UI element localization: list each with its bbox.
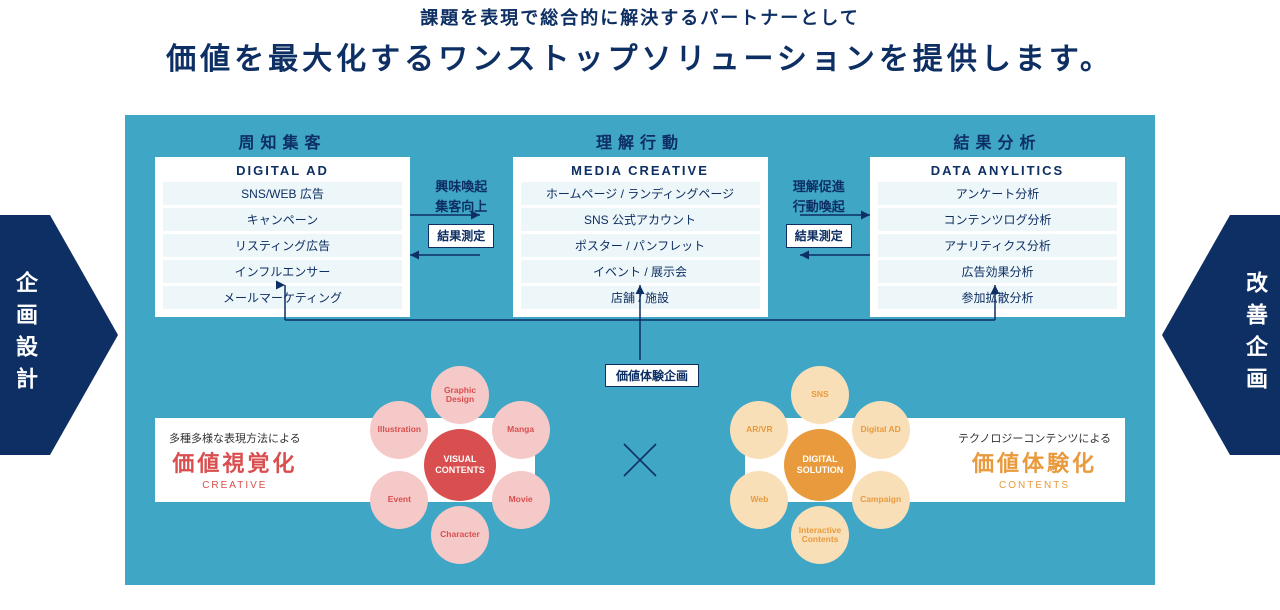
list-item: 店舗 / 施設 bbox=[521, 286, 760, 309]
list-item: 参加拡散分析 bbox=[878, 286, 1117, 309]
list-item: ポスター / パンフレット bbox=[521, 234, 760, 257]
visual-contents-cluster: VISUAL CONTENTS Graphic DesignManga Movie… bbox=[355, 360, 565, 570]
col-heading: 理解行動 bbox=[513, 129, 768, 153]
cluster-petal: Interactive Contents bbox=[791, 506, 849, 564]
band-large: 価値視覚化 bbox=[169, 446, 301, 478]
list-item: アナリティクス分析 bbox=[878, 234, 1117, 257]
col-heading: 結果分析 bbox=[870, 129, 1125, 153]
left-tab: 企画設計 bbox=[0, 215, 50, 455]
result-tag: 結果測定 bbox=[428, 224, 494, 248]
columns-row: 周知集客 DIGITAL AD SNS/WEB 広告キャンペーンリスティング広告… bbox=[155, 129, 1125, 317]
between-2: 理解促進 行動喚起 結果測定 bbox=[784, 129, 854, 248]
header: 課題を表現で総合的に解決するパートナーとして 価値を最大化するワンストップソリュ… bbox=[0, 0, 1280, 78]
col-understanding: 理解行動 MEDIA CREATIVE ホームページ / ランディングページ SN… bbox=[513, 129, 768, 317]
list-item: アンケート分析 bbox=[878, 182, 1117, 205]
list-item: SNS/WEB 広告 bbox=[163, 182, 402, 205]
diagram-stage: 周知集客 DIGITAL AD SNS/WEB 広告キャンペーンリスティング広告… bbox=[0, 115, 1280, 585]
subtitle: 課題を表現で総合的に解決するパートナーとして bbox=[0, 4, 1280, 30]
result-tag: 結果測定 bbox=[786, 224, 852, 248]
card-data-analytics: DATA ANYLITICS アンケート分析コンテンツログ分析アナリティクス分析… bbox=[870, 157, 1125, 317]
cluster-petal: Event bbox=[370, 471, 428, 529]
cluster-petal: Campaign bbox=[852, 471, 910, 529]
lower-section: 価値体験企画 多種多様な表現方法による 価値視覚化 CREATIVE テクノロジ… bbox=[155, 360, 1125, 570]
cluster-petal: Manga bbox=[492, 401, 550, 459]
cluster-petal: Digital AD bbox=[852, 401, 910, 459]
card-digital-ad: DIGITAL AD SNS/WEB 広告キャンペーンリスティング広告インフルエ… bbox=[155, 157, 410, 317]
right-arrow-icon bbox=[1162, 215, 1230, 455]
cluster-center: VISUAL CONTENTS bbox=[424, 429, 496, 501]
cluster-petal: Graphic Design bbox=[431, 366, 489, 424]
card-media-creative: MEDIA CREATIVE ホームページ / ランディングページ SNS 公式ア… bbox=[513, 157, 768, 317]
band-small: 多種多様な表現方法による bbox=[169, 430, 301, 446]
cluster-petal: Movie bbox=[492, 471, 550, 529]
left-arrow-icon bbox=[50, 215, 118, 455]
band-en: CONTENTS bbox=[958, 480, 1111, 491]
right-tab: 改善企画 bbox=[1230, 215, 1280, 455]
between-line: 理解促進 bbox=[784, 177, 854, 197]
between-1: 興味喚起 集客向上 結果測定 bbox=[426, 129, 496, 248]
value-experience-tag: 価値体験企画 bbox=[605, 364, 699, 387]
list-item: インフルエンサー bbox=[163, 260, 402, 283]
cluster-center: DIGITAL SOLUTION bbox=[784, 429, 856, 501]
band-small: テクノロジーコンテンツによる bbox=[958, 430, 1111, 446]
card-title: MEDIA CREATIVE bbox=[521, 163, 760, 178]
cluster-petal: Illustration bbox=[370, 401, 428, 459]
between-line: 興味喚起 bbox=[426, 177, 496, 197]
between-line: 行動喚起 bbox=[784, 197, 854, 217]
cross-icon bbox=[620, 420, 660, 500]
card-title: DIGITAL AD bbox=[163, 163, 402, 178]
cluster-petal: SNS bbox=[791, 366, 849, 424]
list-item: コンテンツログ分析 bbox=[878, 208, 1117, 231]
list-item: SNS 公式アカウント bbox=[521, 208, 760, 231]
col-heading: 周知集客 bbox=[155, 129, 410, 153]
list-item: 広告効果分析 bbox=[878, 260, 1117, 283]
list-item: リスティング広告 bbox=[163, 234, 402, 257]
card-title: DATA ANYLITICS bbox=[878, 163, 1117, 178]
digital-solution-cluster: DIGITAL SOLUTION SNSDigital AD CampaignIn… bbox=[715, 360, 925, 570]
list-item: イベント / 展示会 bbox=[521, 260, 760, 283]
list-item: キャンペーン bbox=[163, 208, 402, 231]
list-item: メールマーケティング bbox=[163, 286, 402, 309]
cluster-petal: Web bbox=[730, 471, 788, 529]
cluster-petal: AR/VR bbox=[730, 401, 788, 459]
band-large: 価値体験化 bbox=[958, 446, 1111, 478]
band-en: CREATIVE bbox=[169, 480, 301, 491]
col-awareness: 周知集客 DIGITAL AD SNS/WEB 広告キャンペーンリスティング広告… bbox=[155, 129, 410, 317]
list-item: ホームページ / ランディングページ bbox=[521, 182, 760, 205]
cluster-petal: Character bbox=[431, 506, 489, 564]
main-panel: 周知集客 DIGITAL AD SNS/WEB 広告キャンペーンリスティング広告… bbox=[125, 115, 1155, 585]
title: 価値を最大化するワンストップソリューションを提供します。 bbox=[0, 34, 1280, 78]
between-line: 集客向上 bbox=[426, 197, 496, 217]
col-analysis: 結果分析 DATA ANYLITICS アンケート分析コンテンツログ分析アナリテ… bbox=[870, 129, 1125, 317]
